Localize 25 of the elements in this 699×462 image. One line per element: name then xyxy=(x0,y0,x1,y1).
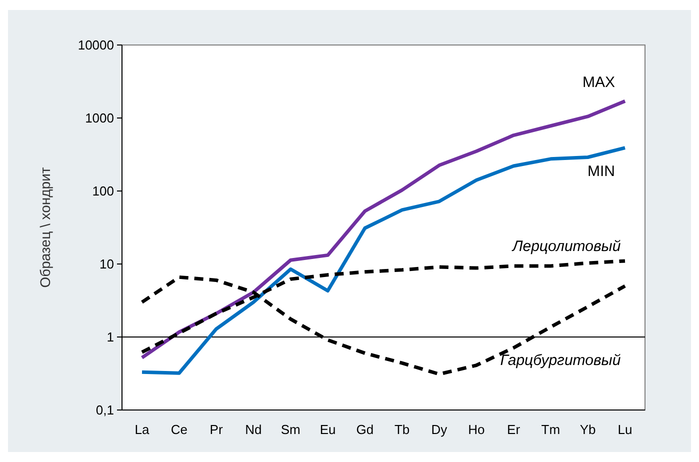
x-tick-label: Tb xyxy=(394,422,410,437)
y-tick-label: 10 xyxy=(100,256,114,272)
series-label: Гарцбургитовый xyxy=(500,352,622,370)
x-tick-label: Gd xyxy=(356,422,374,437)
x-tick-label: Yb xyxy=(580,422,596,437)
x-tick-label: Er xyxy=(507,422,521,437)
y-tick-label: 0,1 xyxy=(96,402,114,418)
x-tick-label: Lu xyxy=(618,422,632,437)
x-tick-label: La xyxy=(134,422,150,437)
y-tick-label: 10000 xyxy=(78,38,114,53)
series-label: MIN xyxy=(588,162,615,180)
y-tick-label: 100 xyxy=(92,184,114,199)
x-tick-label: Tm xyxy=(541,422,560,437)
series-label: MAX xyxy=(582,74,615,92)
x-tick-label: Ho xyxy=(468,422,485,437)
x-tick-label: Eu xyxy=(320,422,336,437)
x-tick-label: Sm xyxy=(280,422,300,437)
series-label: Лерцолитовый xyxy=(511,238,622,255)
x-tick-label: Ce xyxy=(170,422,188,437)
x-tick-label: Nd xyxy=(245,422,262,437)
x-tick-label: Pr xyxy=(210,422,224,437)
x-tick-label: Dy xyxy=(431,422,448,437)
y-tick-label: 1000 xyxy=(85,110,114,126)
y-axis-title: Образец \ хондрит xyxy=(37,166,53,288)
y-tick-label: 1 xyxy=(106,330,114,345)
